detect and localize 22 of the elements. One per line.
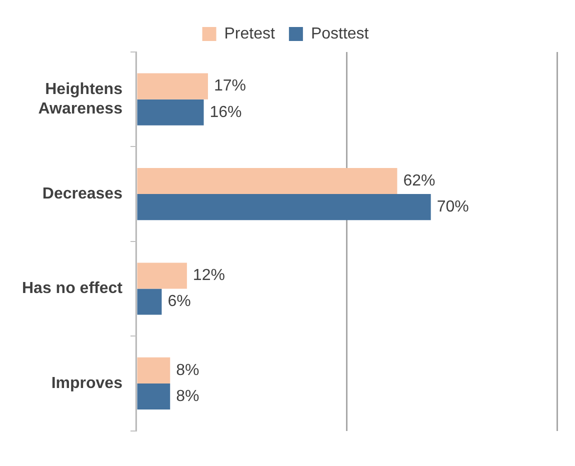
data-label: 62% [403, 172, 436, 190]
data-label: 8% [176, 388, 200, 405]
data-label: 16% [210, 104, 242, 121]
data-label: 12% [192, 267, 225, 284]
bar [137, 288, 162, 315]
data-label: 8% [176, 362, 200, 379]
legend-label: Posttest [310, 25, 370, 42]
bar [137, 73, 208, 100]
bar [137, 357, 170, 384]
bar [137, 168, 398, 194]
bar [137, 99, 204, 126]
bar [137, 383, 170, 410]
y-tick-label: Has no effect [22, 280, 124, 298]
y-tick-label: Heightens Awareness [38, 81, 123, 118]
bar [137, 194, 431, 220]
y-tick-label: Decreases [42, 185, 123, 202]
y-tick-label: Improves [51, 374, 123, 392]
data-label: 6% [168, 293, 191, 310]
legend-label: Pretest [224, 25, 276, 42]
data-label: 17% [214, 78, 246, 95]
data-label: 70% [436, 198, 469, 216]
bar [137, 262, 187, 289]
